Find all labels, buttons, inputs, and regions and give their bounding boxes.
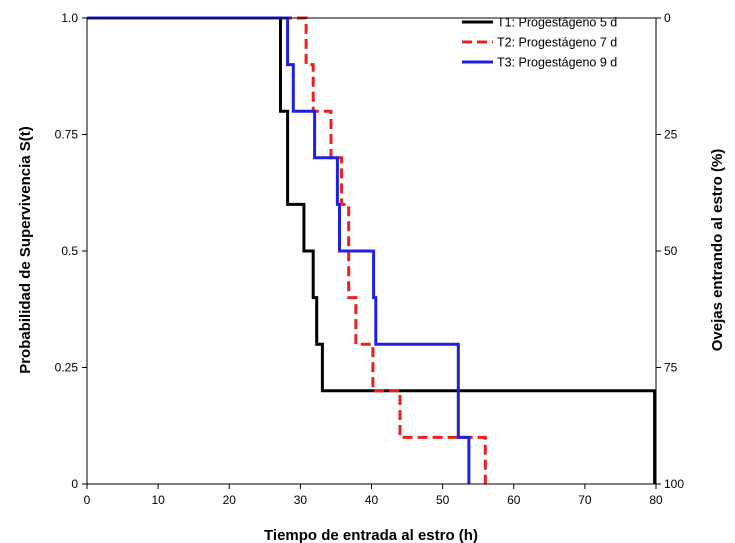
y2-tick-label: 75 [664,361,678,375]
x-tick-label: 20 [223,493,237,507]
x-tick-label: 10 [151,493,165,507]
legend-label-1: T1: Progestágeno 5 d [497,16,617,30]
x-tick-label: 80 [649,493,663,507]
y2-tick-label: 50 [664,244,678,258]
x-axis-title: Tiempo de entrada al estro (h) [264,527,478,543]
y2-axis-title: Ovejas entrando al estro (%) [709,149,726,352]
x-tick-label: 70 [578,493,592,507]
legend-label-3: T3: Progestágeno 9 d [497,56,617,70]
y-tick-label: 0 [71,477,78,491]
x-tick-label: 30 [294,493,308,507]
y2-axis: 0 25 50 75 100 [656,11,684,491]
y-tick-label: 1.0 [61,11,78,25]
legend: T1: Progestágeno 5 d T2: Progestágeno 7 d… [462,16,617,70]
series-line-1 [87,16,657,484]
y2-tick-label: 100 [664,477,684,491]
series-line-2 [87,16,487,484]
y-tick-label: 0.25 [55,361,79,375]
x-tick-label: 40 [365,493,379,507]
legend-label-2: T2: Progestágeno 7 d [497,36,617,50]
y-axis-title: Probabilidad de Supervivencia S(t) [17,126,34,374]
y2-tick-label: 25 [664,128,678,142]
y-tick-label: 0.75 [55,128,79,142]
x-tick-label: 60 [507,493,521,507]
y-tick-label: 0.5 [61,244,78,258]
x-axis: 0 10 20 30 40 50 60 70 80 [84,484,663,507]
series-layer [87,16,657,484]
series-line-3 [87,16,471,484]
x-tick-label: 0 [84,493,91,507]
y2-tick-label: 0 [664,11,671,25]
x-tick-label: 50 [436,493,450,507]
y-axis: 0 0.25 0.5 0.75 1.0 [55,11,87,491]
